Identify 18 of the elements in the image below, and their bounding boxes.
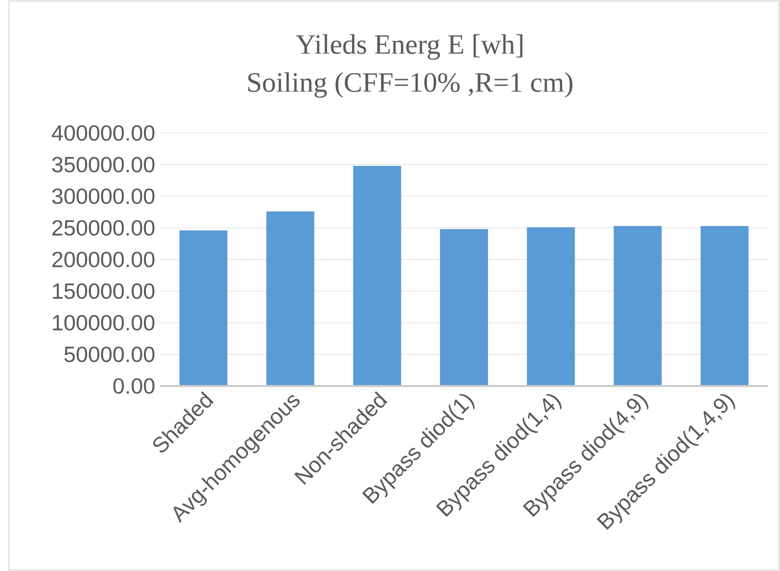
y-tick-label: 200000.00: [52, 252, 154, 268]
chart-title: Yileds Energ E [wh]: [296, 34, 522, 60]
bar: [179, 230, 228, 386]
bar: [440, 229, 488, 386]
bar: [614, 226, 662, 386]
y-tick-label: 50000.00: [64, 346, 154, 362]
y-tick-label: 250000.00: [52, 220, 154, 236]
bar: [353, 166, 402, 386]
bar: [526, 227, 575, 386]
y-tick-label: 150000.00: [52, 283, 154, 299]
y-tick-label: 300000.00: [52, 188, 154, 204]
bar: [700, 226, 749, 386]
bar: [266, 211, 314, 386]
y-tick-label: 0.00: [113, 378, 154, 394]
chart-subtitle: Soiling (CFF=10% ,R=1 cm): [248, 72, 572, 98]
y-tick-label: 350000.00: [52, 156, 154, 172]
y-tick-label: 400000.00: [52, 125, 154, 141]
y-tick-label: 100000.00: [52, 314, 154, 331]
